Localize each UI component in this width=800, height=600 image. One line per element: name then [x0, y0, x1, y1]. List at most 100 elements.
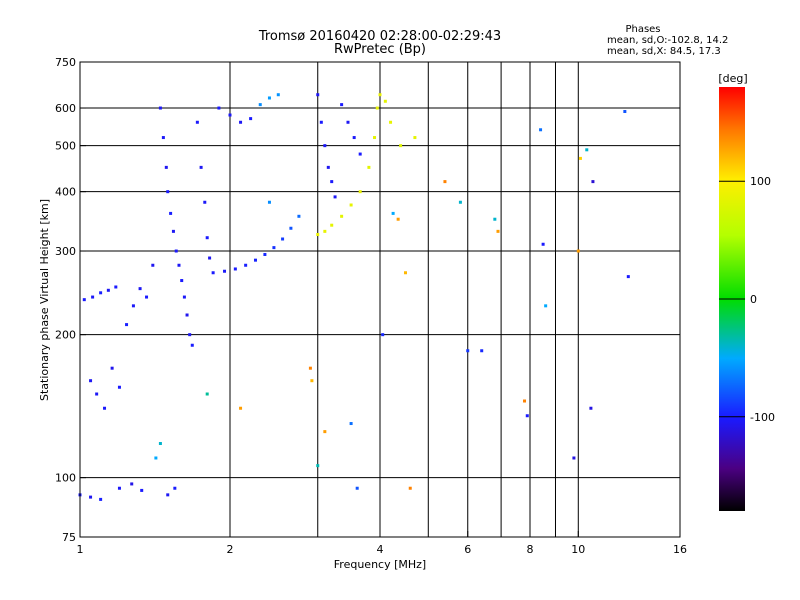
x-tick-label: 10 [571, 543, 585, 556]
y-tick-label: 500 [55, 140, 76, 153]
data-point [138, 287, 142, 291]
data-point [458, 200, 462, 204]
data-point [383, 99, 387, 103]
axis-ticks: 1 2 4 6 8 10 16 75 100 200 300 400 500 600 750 [55, 56, 687, 556]
data-point [319, 120, 323, 124]
data-point [82, 298, 86, 302]
data-point [523, 399, 527, 403]
data-point [346, 120, 350, 124]
y-axis-label: Stationary phase Virtual Height [km] [38, 199, 51, 401]
data-point [169, 211, 173, 215]
data-point [323, 430, 327, 434]
data-point [378, 93, 382, 97]
data-point [340, 103, 344, 107]
data-point [103, 406, 107, 410]
data-point [355, 486, 359, 490]
data-point [396, 217, 400, 221]
data-point [375, 106, 379, 110]
data-point [174, 249, 178, 253]
data-point [541, 242, 545, 246]
y-tick-label: 600 [55, 102, 76, 115]
data-point [316, 93, 320, 97]
stats-line-o: mean, sd,O:-102.8, 14.2 [607, 35, 728, 46]
data-point [480, 349, 484, 353]
data-point [195, 120, 199, 124]
data-point [182, 295, 186, 299]
data-point [572, 456, 576, 460]
data-point [99, 497, 103, 501]
data-point [391, 211, 395, 215]
data-point [576, 249, 580, 253]
data-point [367, 165, 371, 169]
colorbar-tick-label: 100 [750, 175, 771, 188]
data-point [253, 258, 257, 262]
data-point [161, 136, 165, 140]
stats-title: Phases [625, 24, 660, 35]
data-point [623, 109, 627, 113]
data-point [205, 392, 209, 396]
data-point [199, 165, 203, 169]
data-point [349, 422, 353, 426]
x-tick-label: 8 [527, 543, 534, 556]
data-point [323, 144, 327, 148]
x-tick-label: 1 [77, 543, 84, 556]
data-point [466, 349, 470, 353]
data-point [272, 246, 276, 250]
data-point [330, 180, 334, 184]
colorbar-tick-label: 0 [750, 293, 757, 306]
data-point [585, 148, 589, 152]
data-point [316, 464, 320, 468]
data-point [399, 144, 403, 148]
data-point [408, 486, 412, 490]
chart-subtitle: RwPretec (Bp) [334, 42, 426, 57]
data-point [117, 486, 121, 490]
data-point [281, 237, 285, 241]
data-points [78, 93, 630, 501]
data-point [539, 128, 543, 132]
data-point [180, 279, 184, 283]
data-point [228, 113, 232, 117]
data-point [145, 295, 149, 299]
y-tick-label: 300 [55, 245, 76, 258]
data-point [239, 120, 243, 124]
x-tick-label: 2 [227, 543, 234, 556]
data-point [358, 152, 362, 156]
data-point [330, 223, 334, 227]
data-point [177, 263, 181, 267]
data-point [340, 214, 344, 218]
stats-line-x: mean, sd,X: 84.5, 17.3 [607, 46, 721, 57]
data-point [263, 252, 267, 256]
data-point [326, 165, 330, 169]
data-point [205, 236, 209, 240]
data-point [166, 493, 170, 497]
y-tick-label: 400 [55, 186, 76, 199]
data-point [276, 93, 280, 97]
x-tick-label: 16 [673, 543, 687, 556]
gridlines [80, 62, 680, 537]
data-point [203, 200, 207, 204]
x-tick-label: 6 [464, 543, 471, 556]
data-point [352, 136, 356, 140]
data-point [89, 495, 93, 499]
data-point [158, 106, 162, 110]
y-tick-label: 750 [55, 56, 76, 69]
colorbar-label: [deg] [718, 72, 747, 85]
data-point [164, 165, 168, 169]
data-point [626, 275, 630, 279]
data-point [258, 103, 262, 107]
data-point [267, 96, 271, 100]
data-point [358, 190, 362, 194]
data-point [244, 263, 248, 267]
data-point [267, 200, 271, 204]
x-axis-label: Frequency [MHz] [334, 558, 426, 571]
data-point [188, 333, 192, 337]
data-point [158, 442, 162, 446]
data-point [131, 304, 135, 308]
data-point [110, 366, 114, 370]
data-point [316, 233, 320, 237]
data-point [154, 456, 158, 460]
data-point [443, 180, 447, 184]
y-tick-label: 75 [62, 531, 76, 544]
data-point [349, 203, 353, 207]
